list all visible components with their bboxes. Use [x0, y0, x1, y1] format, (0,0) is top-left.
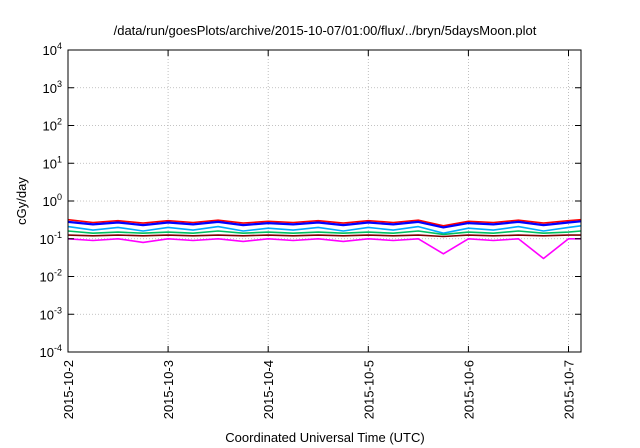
x-tick-label: 2015-10-4: [261, 360, 276, 419]
series-line-6: [67, 238, 581, 260]
y-tick-label: 103: [43, 79, 62, 96]
y-tick-label: 10-3: [40, 305, 62, 322]
x-tick-labels: 2015-10-2 2015-10-3 2015-10-4 2015-10-5 2015…: [61, 360, 576, 419]
series-line-5: [67, 234, 581, 238]
y-tick-label-base: 10: [40, 345, 54, 360]
y-tick-label: 10-4: [40, 343, 62, 360]
series-line-4: [67, 230, 582, 236]
y-tick-label-exponent: -1: [54, 230, 62, 240]
y-tick-label-base: 10: [40, 307, 54, 322]
y-tick-label: 101: [43, 154, 62, 171]
y-tick-label: 10-2: [40, 268, 62, 285]
y-tick-label-base: 10: [43, 119, 57, 134]
y-tick-label-exponent: -2: [54, 268, 62, 278]
grid: [68, 50, 581, 352]
y-tick-label: 104: [43, 41, 62, 58]
tick-layer: [67, 49, 581, 353]
y-tick-label-base: 10: [43, 194, 57, 209]
series-line-1: [67, 218, 582, 227]
x-tick-label: 2015-10-7: [561, 360, 576, 419]
y-tick-label-exponent: 0: [57, 192, 62, 202]
plot-frame: [67, 49, 582, 353]
y-tick-label: 102: [43, 117, 62, 134]
x-tick-label: 2015-10-3: [161, 360, 176, 419]
y-tick-label-exponent: -4: [54, 343, 62, 353]
y-tick-label-base: 10: [40, 232, 54, 247]
y-tick-label-exponent: 3: [57, 79, 62, 89]
x-tick-label: 2015-10-2: [61, 360, 76, 419]
series-layer: [67, 218, 582, 260]
y-tick-label-base: 10: [43, 156, 57, 171]
x-axis-label: Coordinated Universal Time (UTC): [225, 430, 424, 445]
series-line-3: [67, 225, 582, 234]
y-tick-label: 10-1: [40, 230, 62, 247]
y-tick-label-exponent: 1: [57, 154, 62, 164]
y-tick-label-exponent: -3: [54, 305, 62, 315]
y-axis-label: cGy/day: [14, 177, 29, 225]
y-tick-label-base: 10: [40, 270, 54, 285]
x-tick-label: 2015-10-5: [361, 360, 376, 419]
chart-title: /data/run/goesPlots/archive/2015-10-07/0…: [114, 23, 537, 38]
y-tick-label-exponent: 2: [57, 117, 62, 127]
y-tick-label: 100: [43, 192, 62, 209]
y-tick-label-base: 10: [43, 81, 57, 96]
y-tick-label-exponent: 4: [57, 41, 62, 51]
series-line-2: [67, 220, 582, 229]
x-tick-label: 2015-10-6: [461, 360, 476, 419]
y-tick-label-base: 10: [43, 43, 57, 58]
